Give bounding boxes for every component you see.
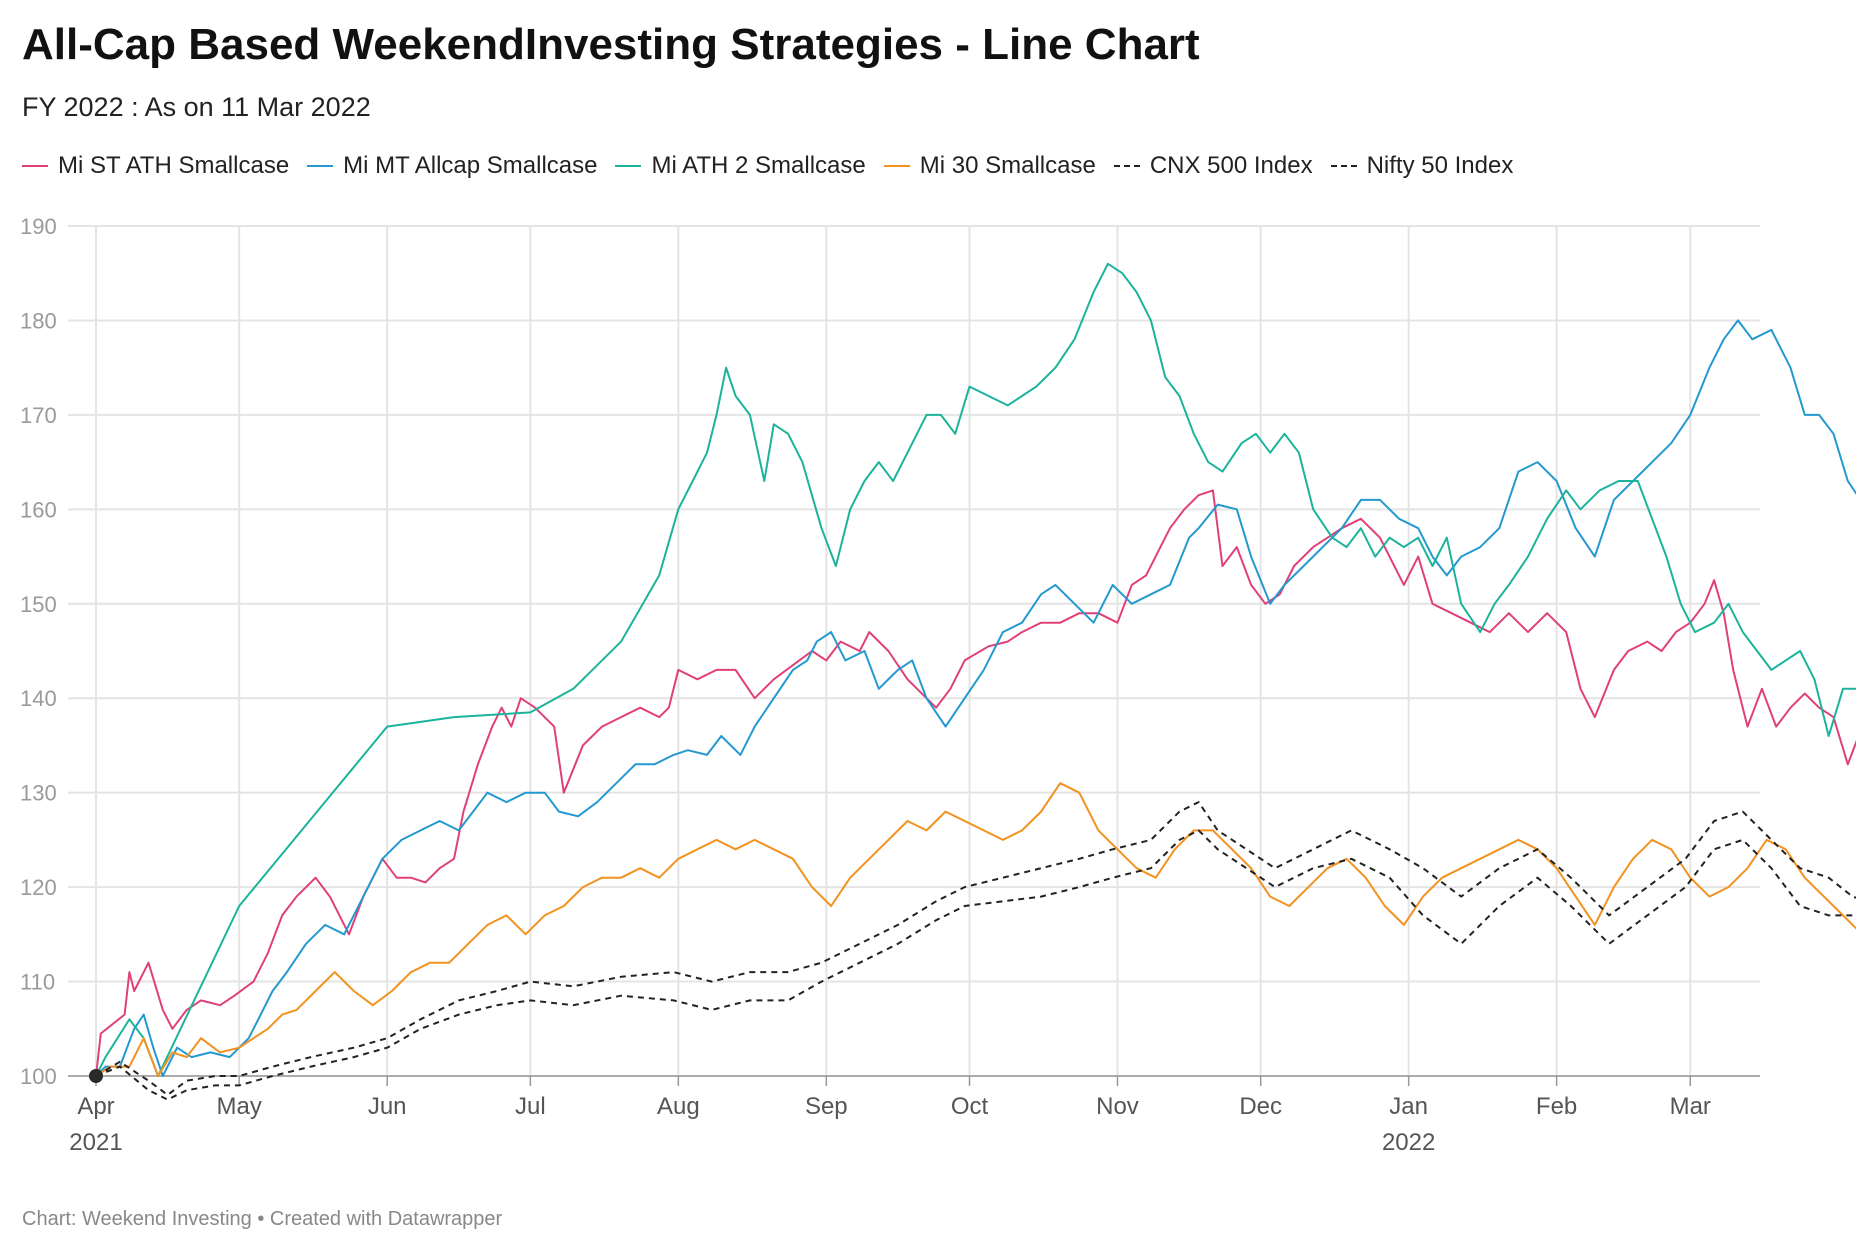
series-line [95, 319, 1856, 1077]
legend-label: Mi ST ATH Smallcase [58, 152, 290, 179]
y-tick-label: 110 [20, 970, 55, 995]
chart-title: All-Cap Based WeekendInvesting Strategie… [22, 20, 1200, 69]
series-line [95, 262, 1856, 1077]
series-line [95, 829, 1856, 1101]
chart-subtitle: FY 2022 : As on 11 Mar 2022 [22, 92, 371, 122]
legend-item: Mi ATH 2 Smallcase [615, 152, 866, 180]
x-tick-label: Feb [1536, 1093, 1577, 1120]
y-tick-label: 150 [20, 592, 57, 617]
legend-item: Mi MT Allcap Smallcase [307, 152, 597, 180]
legend-item: CNX 500 Index [1113, 152, 1313, 180]
x-tick-label: Jul [515, 1093, 546, 1120]
legend-label: Mi 30 Smallcase [919, 152, 1096, 179]
legend-swatch [1330, 165, 1357, 167]
legend-item: Mi 30 Smallcase [883, 152, 1096, 180]
x-tick-label: Sep [805, 1093, 848, 1120]
y-tick-label: 170 [20, 403, 57, 428]
y-axis: 100 110 120 130 140 150 160 170 180 190 [20, 214, 57, 1089]
y-tick-label: 180 [20, 308, 57, 333]
x-tick-label: Nov [1096, 1093, 1139, 1120]
series-line [95, 801, 1856, 1096]
legend-swatch [1113, 165, 1140, 167]
x-tick-label: Mar [1670, 1093, 1711, 1120]
chart-legend: Mi ST ATH Smallcase Mi MT Allcap Smallcas… [22, 152, 1531, 180]
legend-item: Mi ST ATH Smallcase [22, 152, 289, 180]
legend-swatch [307, 165, 334, 167]
series-line [95, 489, 1856, 1077]
x-tick-year-label: 2021 [69, 1129, 122, 1156]
grid-lines [68, 225, 1760, 1077]
legend-item: Nifty 50 Index [1330, 152, 1514, 180]
y-tick-label: 140 [20, 686, 57, 711]
start-point [89, 1069, 103, 1083]
legend-swatch [22, 165, 48, 167]
chart-credit: Chart: Weekend Investing • Created with … [22, 1208, 503, 1230]
y-tick-label: 130 [20, 781, 57, 806]
end-markers: 134.15161.21142.27117.53115.62113.2 [89, 1069, 103, 1083]
series-lines [95, 262, 1856, 1101]
series-line [95, 782, 1856, 1077]
x-tick-label: Dec [1239, 1093, 1282, 1120]
legend-label: Nifty 50 Index [1366, 152, 1514, 179]
legend-label: CNX 500 Index [1149, 152, 1313, 179]
x-tick-label: Jan [1389, 1093, 1428, 1120]
x-tick-year-label: 2022 [1382, 1129, 1435, 1156]
y-tick-label: 190 [20, 214, 57, 239]
x-tick-label: May [217, 1093, 262, 1120]
y-tick-label: 160 [20, 497, 57, 522]
y-tick-label: 100 [20, 1064, 57, 1089]
x-tick-label: Jun [368, 1093, 407, 1120]
legend-label: Mi ATH 2 Smallcase [651, 152, 866, 179]
legend-swatch [615, 165, 642, 167]
x-tick-label: Oct [951, 1093, 989, 1120]
legend-swatch [883, 165, 910, 167]
y-tick-label: 120 [20, 875, 57, 900]
x-axis: Apr 2021 May Jun Jul Aug Sep Oct Nov Dec Jan 2022 Fe… [68, 1075, 1760, 1156]
legend-label: Mi MT Allcap Smallcase [343, 152, 598, 179]
x-tick-label: Apr [77, 1093, 114, 1120]
x-tick-label: Aug [657, 1093, 700, 1120]
